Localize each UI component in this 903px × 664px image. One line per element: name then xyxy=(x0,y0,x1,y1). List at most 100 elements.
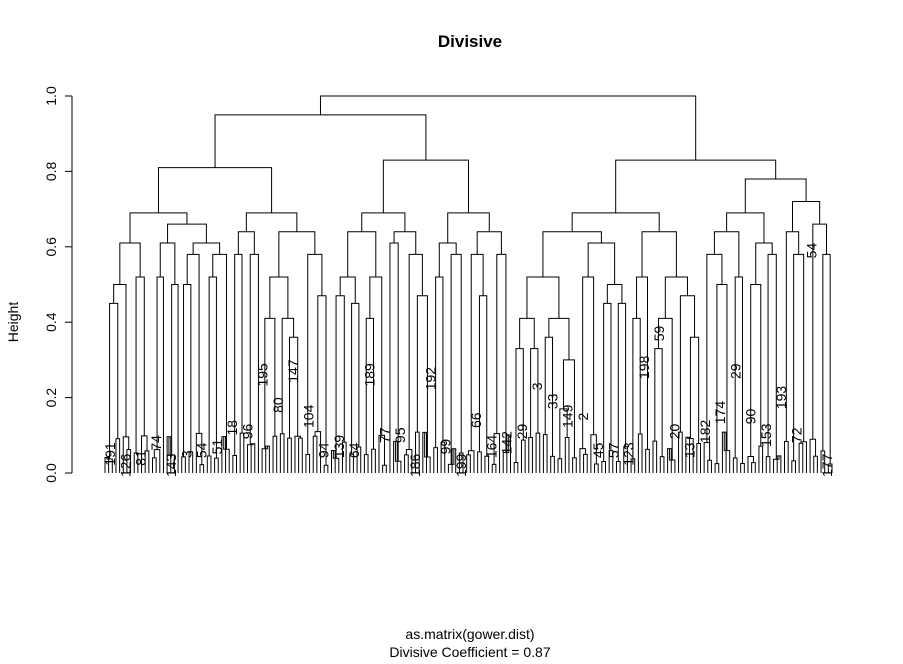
dendrogram-link xyxy=(167,223,207,244)
dendrogram-link xyxy=(515,348,524,463)
dendrogram-link xyxy=(755,242,773,285)
dendrogram-link xyxy=(548,317,570,360)
dendrogram-link xyxy=(594,463,599,473)
leaf-label: 153 xyxy=(758,423,774,447)
dendrogram-link xyxy=(800,441,807,473)
dendrogram-link xyxy=(615,460,621,473)
leaf-label: 143 xyxy=(163,453,179,477)
leaf-label: 104 xyxy=(300,404,316,428)
dendrogram-link xyxy=(109,302,119,459)
leaf-label: 54 xyxy=(804,243,820,259)
dendrogram-link xyxy=(632,317,641,459)
dendrogram-link xyxy=(664,276,688,319)
dendrogram-link xyxy=(269,276,289,319)
dendrogram-link xyxy=(617,302,627,462)
chart-title: Divisive xyxy=(438,32,502,51)
leaf-label: 57 xyxy=(605,442,621,458)
dendrogram-link xyxy=(513,462,519,473)
leaf-label: 74 xyxy=(148,435,164,451)
leaf-label: 80 xyxy=(270,397,286,413)
leaf-label: 195 xyxy=(255,363,271,387)
dendrogram-link xyxy=(506,434,512,473)
dendrogram-link xyxy=(371,448,376,473)
dendrogram-link xyxy=(129,212,188,244)
dendrogram-link xyxy=(542,231,602,277)
leaf-label: 2 xyxy=(575,412,591,420)
dendrogram-link xyxy=(747,456,754,473)
y-tick-label: 0.0 xyxy=(43,463,59,483)
dendrogram-link xyxy=(208,276,217,459)
dendrogram-link xyxy=(564,437,570,473)
dendrogram-link xyxy=(723,432,731,473)
leaf-label: 54 xyxy=(194,442,210,458)
divisive-coefficient: Divisive Coefficient = 0.87 xyxy=(389,644,550,660)
dendrogram-link xyxy=(798,442,804,473)
dendrogram-link xyxy=(813,455,818,473)
dendrogram-link xyxy=(696,442,701,473)
dendrogram-link xyxy=(195,432,203,473)
dendrogram-link xyxy=(361,212,406,232)
dendrogram-link xyxy=(151,457,157,473)
dendrogram-link xyxy=(641,231,677,277)
dendrogram-link xyxy=(422,431,427,473)
dendrogram-link xyxy=(668,448,676,473)
leaf-label: 94 xyxy=(316,442,332,458)
dendrogram-link xyxy=(157,167,273,213)
dendrogram-link xyxy=(144,450,150,473)
dendrogram-link xyxy=(440,441,446,473)
dendrogram-link xyxy=(678,431,683,473)
dendrogram-link xyxy=(603,302,612,462)
dendrogram-link xyxy=(159,242,176,285)
y-axis: 0.0 0.2 0.4 0.6 0.8 1.0 xyxy=(43,86,73,483)
dendrogram-link xyxy=(192,242,221,255)
dendrogram-link xyxy=(740,463,745,473)
dendrogram-link xyxy=(528,437,533,473)
dendrogram-link xyxy=(776,455,782,473)
dendrogram-link xyxy=(141,435,148,473)
dendrogram-link xyxy=(104,457,110,473)
leaf-label: 123 xyxy=(621,442,637,466)
dendrogram-link xyxy=(478,295,488,457)
dendrogram-link xyxy=(183,284,192,457)
dendrogram-link xyxy=(679,295,696,433)
dendrogram-link xyxy=(744,178,807,213)
leaf-label: 45 xyxy=(590,442,606,458)
leaf-label: 95 xyxy=(392,427,408,443)
dendrogram-link xyxy=(287,437,292,473)
dendrogram-link xyxy=(435,276,444,448)
dendrogram-link xyxy=(433,447,438,473)
dendrogram-link xyxy=(339,276,356,304)
dendrogram-link xyxy=(637,433,643,473)
dendrogram-link xyxy=(615,159,777,213)
dendrogram-link xyxy=(667,448,672,473)
dendrogram-link xyxy=(758,445,764,473)
dendrogram-link xyxy=(232,455,238,473)
dendrogram-link xyxy=(493,433,501,473)
leaf-label: 29 xyxy=(727,363,743,379)
dendrogram-link xyxy=(317,295,327,466)
dendrogram-link xyxy=(520,439,526,473)
dendrogram-link xyxy=(323,464,329,473)
leaf-label: 189 xyxy=(361,363,377,387)
leaf-label: 3 xyxy=(178,450,194,458)
dendrogram-link xyxy=(261,446,269,473)
leaf-label: 199 xyxy=(453,453,469,477)
dendrogram-link xyxy=(347,231,377,277)
dendrogram-link xyxy=(214,457,219,473)
dendrogram-link xyxy=(583,453,588,473)
dendrogram-link xyxy=(645,448,650,473)
leaf-label: 66 xyxy=(468,412,484,428)
dendrogram-link xyxy=(773,455,780,473)
y-tick-label: 0.2 xyxy=(43,388,59,408)
dendrogram-link xyxy=(335,295,345,459)
dendrogram-link xyxy=(519,317,535,349)
leaf-label: 90 xyxy=(743,408,759,424)
dendrogram-link xyxy=(822,253,831,464)
dendrogram-link xyxy=(468,450,475,473)
dendrogram-link xyxy=(113,284,127,437)
leaf-label: 177 xyxy=(819,453,835,477)
dendrogram-link xyxy=(791,201,821,232)
dendrogram-link xyxy=(250,443,256,473)
dendrogram-link xyxy=(438,242,457,277)
